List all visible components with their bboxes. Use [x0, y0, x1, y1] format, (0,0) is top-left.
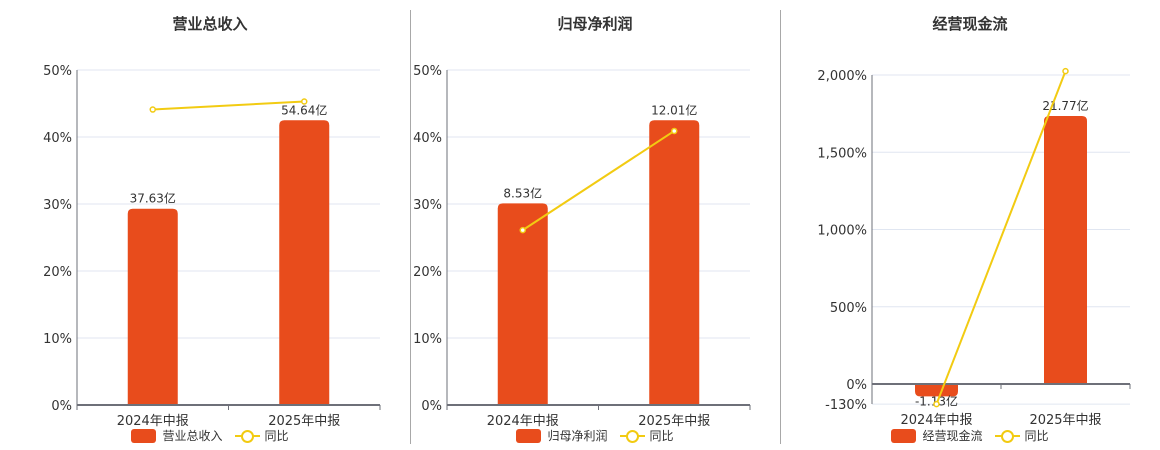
chart-title: 经营现金流: [932, 15, 1008, 33]
chart-panel-net-profit: 归母净利润 0% 10% 20% 30% 40% 50% 8.53亿 2024年中报 12.01…: [410, 0, 780, 450]
panel-divider: [780, 10, 781, 444]
bar[interactable]: [649, 120, 700, 405]
bar-legend-swatch[interactable]: [516, 428, 542, 443]
x-tick-label: 2025年中报: [638, 414, 710, 429]
bar[interactable]: [1044, 115, 1087, 384]
yoy-point[interactable]: [149, 106, 156, 113]
y-tick-label: 40%: [43, 131, 72, 146]
chart-title: 营业总收入: [172, 15, 248, 33]
y-tick-label: 20%: [413, 265, 442, 280]
line-legend-label[interactable]: 同比: [264, 429, 289, 443]
y-tick-label: 50%: [413, 64, 442, 79]
x-tick-label: 2024年中报: [900, 413, 972, 428]
bar-legend-swatch[interactable]: [131, 428, 157, 443]
yoy-point[interactable]: [933, 400, 940, 408]
bar[interactable]: [127, 208, 178, 405]
legend: 经营现金流 同比: [780, 427, 1160, 444]
y-tick-label: 50%: [43, 64, 72, 79]
x-tick-label: 2024年中报: [487, 414, 559, 429]
y-tick-label: 2,000%: [817, 69, 867, 84]
y-tick-label: 0%: [421, 399, 442, 414]
line-legend-icon[interactable]: [994, 429, 1020, 443]
yoy-line: [152, 100, 305, 111]
x-tick-label: 2024年中报: [117, 414, 189, 429]
yoy-point[interactable]: [519, 226, 526, 234]
bar[interactable]: [279, 120, 330, 405]
bar[interactable]: [497, 203, 548, 405]
bar[interactable]: [915, 384, 958, 397]
yoy-line: [935, 70, 1067, 405]
yoy-point[interactable]: [1062, 67, 1069, 75]
line-legend-label[interactable]: 同比: [649, 429, 674, 443]
y-tick-label: 10%: [413, 332, 442, 347]
y-tick-label: 40%: [413, 131, 442, 146]
y-tick-label: 0%: [846, 378, 867, 393]
bar-value-label: 37.63亿: [130, 191, 176, 206]
bar-legend-label[interactable]: 归母净利润: [547, 429, 608, 443]
bar-legend-label[interactable]: 营业总收入: [162, 429, 223, 443]
x-tick-label: 2025年中报: [1029, 413, 1101, 428]
y-tick-label: 0%: [51, 399, 72, 414]
chart-panel-revenue: 营业总收入 0% 10% 20% 30% 40% 50% 37.63亿 2024年中报 54.6…: [0, 0, 400, 450]
y-tick-label: 10%: [43, 332, 72, 347]
line-legend-icon[interactable]: [619, 429, 645, 443]
bar-legend-swatch[interactable]: [891, 428, 917, 443]
line-legend-label[interactable]: 同比: [1024, 429, 1049, 443]
chart-plot: -130%0%500%1,000%1,500%2,000%-1.13亿2024年…: [817, 67, 1131, 428]
bar-value-label: 54.64亿: [281, 102, 327, 117]
chart-plot: 0% 10% 20% 30% 40% 50% 8.53亿 2024年中报 12.01亿 2025年…: [413, 64, 751, 429]
panel-divider: [410, 10, 411, 444]
y-tick-label: 1,000%: [817, 224, 867, 239]
y-tick-label: 30%: [43, 198, 72, 213]
y-tick-label: 500%: [830, 301, 867, 316]
chart-plot: 0% 10% 20% 30% 40% 50% 37.63亿 2024年中报 54.64亿 2025…: [43, 64, 381, 429]
y-tick-label: -130%: [825, 398, 867, 413]
legend: 营业总收入 同比: [0, 427, 420, 444]
y-tick-label: 30%: [413, 198, 442, 213]
legend: 归母净利润 同比: [410, 427, 780, 444]
yoy-point[interactable]: [301, 98, 308, 105]
chart-panel-operating-cashflow: 经营现金流 -130%0%500%1,000%1,500%2,000%-1.13…: [780, 0, 1160, 450]
x-tick-label: 2025年中报: [268, 414, 340, 429]
y-tick-label: 1,500%: [817, 146, 867, 161]
chart-title: 归母净利润: [557, 15, 633, 33]
yoy-point[interactable]: [671, 127, 678, 135]
bar-legend-label[interactable]: 经营现金流: [922, 429, 983, 443]
line-legend-icon[interactable]: [234, 429, 260, 443]
y-tick-label: 20%: [43, 265, 72, 280]
bar-value-label: 8.53亿: [503, 185, 542, 200]
bar-value-label: 12.01亿: [651, 102, 697, 117]
yoy-line: [522, 130, 675, 231]
